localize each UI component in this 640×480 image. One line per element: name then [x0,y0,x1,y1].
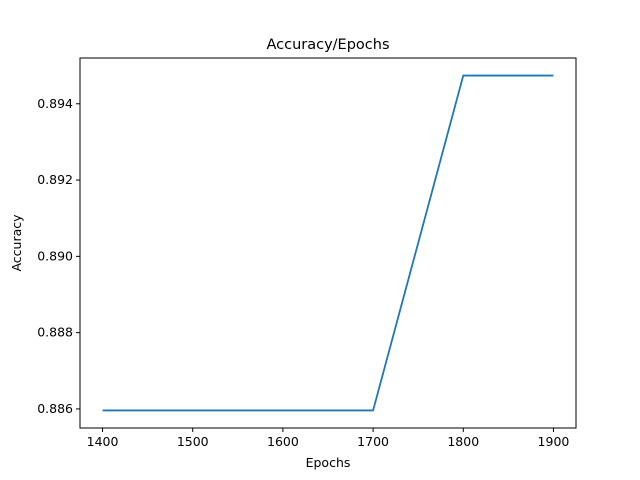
y-tick-label: 0.894 [37,96,73,111]
x-tick-label: 1900 [538,434,570,449]
chart-title: Accuracy/Epochs [266,37,389,53]
y-tick-label: 0.890 [37,248,73,263]
x-ticks-group: 1400 1500 1600 1700 1800 1900 [87,428,570,449]
plot-frame [79,57,577,429]
x-tick-label: 1400 [87,434,119,449]
y-tick-label: 0.888 [37,325,73,340]
y-ticks-group: 0.886 0.888 0.890 0.892 0.894 [37,96,80,416]
x-tick-label: 1700 [357,434,389,449]
x-tick-label: 1800 [447,434,479,449]
x-tick-label: 1600 [267,434,299,449]
y-tick-label: 0.892 [37,172,73,187]
series-group [102,74,554,412]
x-tick-label: 1500 [177,434,209,449]
y-axis-label: Accuracy [9,214,24,272]
plot-area [80,58,576,428]
x-axis-label: Epochs [306,455,351,470]
accuracy-series-line [102,74,554,412]
y-tick-label: 0.886 [37,401,73,416]
